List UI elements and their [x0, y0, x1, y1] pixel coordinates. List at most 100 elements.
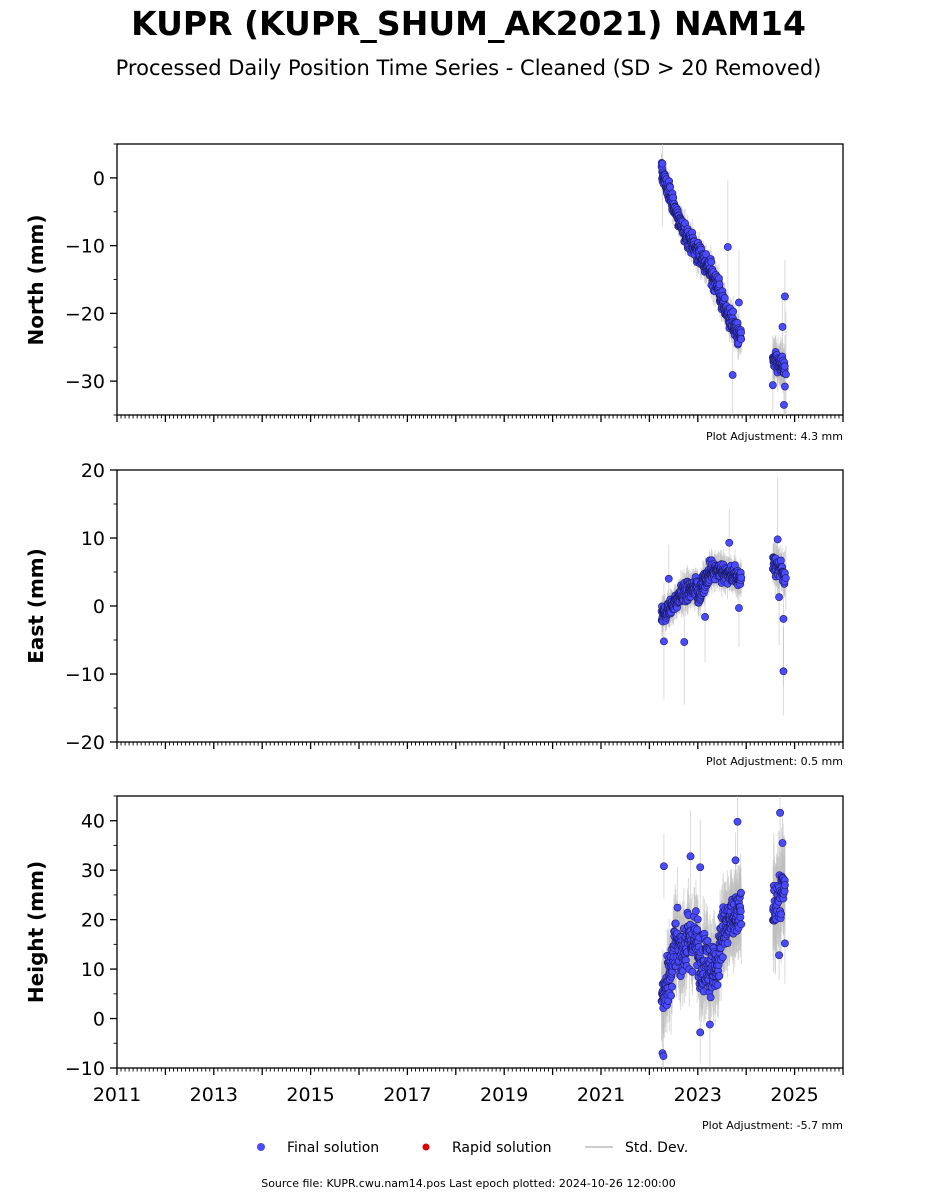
data-point: [733, 817, 742, 826]
height-panel: 40 30 20 10 0 −10 2011 2013 2015 2017 2019 2021 2023…: [24, 795, 844, 1132]
data-point: [715, 972, 724, 980]
data-point: [706, 993, 715, 1002]
data-point: [707, 257, 716, 266]
y-axis-title: Height (mm): [24, 861, 48, 1003]
data-point: [737, 335, 746, 343]
data-point: [669, 193, 678, 202]
y-tick-label: 30: [81, 860, 105, 882]
data-point: [660, 862, 668, 871]
data-point: [776, 808, 784, 817]
data-point: [781, 292, 789, 301]
data-point: [718, 953, 727, 962]
data-point: [667, 991, 676, 1000]
data-point: [781, 574, 790, 583]
y-tick-label: 10: [81, 959, 105, 981]
legend-final-label: Final solution: [287, 1140, 379, 1156]
data-point: [776, 556, 785, 565]
data-point: [780, 400, 788, 409]
data-points: [657, 808, 789, 1061]
x-tick-label: 2019: [480, 1084, 528, 1106]
y-tick-label: −30: [65, 371, 105, 393]
plot-adjustment-label: Plot Adjustment: 4.3 mm: [706, 430, 843, 443]
data-point: [777, 910, 786, 919]
y-tick-label: 10: [81, 528, 105, 550]
legend-stddev-label: Std. Dev.: [625, 1140, 688, 1156]
data-point: [693, 925, 702, 934]
y-tick-label: 20: [81, 460, 105, 482]
data-point: [671, 919, 680, 928]
chart-subtitle: Processed Daily Position Time Series - C…: [115, 56, 822, 80]
y-tick-label: −20: [65, 303, 105, 325]
data-point: [706, 1020, 714, 1029]
x-tick-label: 2021: [577, 1084, 625, 1106]
data-point: [775, 951, 784, 960]
y-tick-label: −10: [65, 664, 105, 686]
legend: Final solution Rapid solution Std. Dev.: [257, 1140, 688, 1156]
data-point: [775, 593, 784, 602]
data-point: [737, 328, 746, 337]
data-point: [723, 243, 732, 251]
x-tick-label: 2015: [286, 1084, 334, 1106]
plot-frame: [116, 469, 844, 743]
data-point: [778, 839, 787, 847]
stddev-bars: [661, 144, 787, 415]
legend-rapid-marker: [422, 1143, 430, 1151]
x-tick-label: 2023: [674, 1084, 722, 1106]
data-point: [735, 298, 743, 307]
y-tick-label: 20: [81, 910, 105, 932]
data-point: [696, 863, 705, 872]
data-point: [693, 915, 702, 924]
data-point: [692, 907, 700, 916]
data-point: [729, 307, 738, 316]
source-footnote: Source file: KUPR.cwu.nam14.pos Last epo…: [261, 1177, 676, 1190]
data-point: [773, 535, 782, 544]
data-layer: [657, 477, 790, 716]
data-point: [668, 982, 676, 991]
y-tick-label: −10: [65, 1058, 105, 1080]
legend-final-marker: [257, 1143, 265, 1151]
data-point: [737, 573, 746, 582]
legend-rapid-label: Rapid solution: [452, 1140, 552, 1156]
data-point: [713, 981, 722, 989]
x-tick-label: 2011: [93, 1084, 141, 1106]
y-tick-label: 0: [93, 1009, 105, 1031]
data-point: [659, 1052, 668, 1061]
data-point: [715, 280, 724, 289]
data-point: [696, 1028, 705, 1037]
y-tick-label: −10: [65, 236, 105, 258]
data-point: [768, 381, 777, 390]
plot-adjustment-label: Plot Adjustment: 0.5 mm: [706, 755, 843, 768]
data-points: [657, 158, 790, 409]
data-point: [723, 939, 732, 947]
data-layer: [657, 796, 789, 1068]
y-tick-label: 40: [81, 811, 105, 833]
data-point: [737, 888, 745, 897]
chart-title: KUPR (KUPR_SHUM_AK2021) NAM14: [131, 4, 806, 43]
data-point: [673, 903, 682, 912]
data-point: [781, 370, 790, 379]
plot-adjustment-label: Plot Adjustment: -5.7 mm: [702, 1119, 843, 1132]
data-point: [664, 574, 673, 583]
data-point: [781, 382, 789, 391]
data-point: [736, 907, 745, 915]
north-panel: 0 −10 −20 −30 North (mm) Plot Adjustment: 4.3…: [24, 143, 844, 443]
data-point: [686, 852, 695, 861]
east-panel: 20 10 0 −10 −20 East (mm) Plot Adjustment: 0.5…: [24, 460, 844, 768]
data-point: [781, 939, 789, 948]
data-point: [735, 604, 743, 612]
data-layer: [657, 144, 790, 415]
data-point: [658, 159, 667, 168]
data-point: [731, 856, 740, 865]
data-point: [780, 362, 789, 371]
data-point: [778, 323, 787, 331]
y-tick-label: 0: [93, 168, 105, 190]
data-point: [680, 638, 689, 646]
data-point: [702, 250, 710, 259]
x-tick-label: 2017: [383, 1084, 431, 1106]
data-point: [688, 968, 697, 976]
data-points: [657, 535, 790, 676]
data-point: [737, 920, 746, 929]
data-point: [779, 667, 788, 676]
x-tick-label: 2013: [190, 1084, 238, 1106]
